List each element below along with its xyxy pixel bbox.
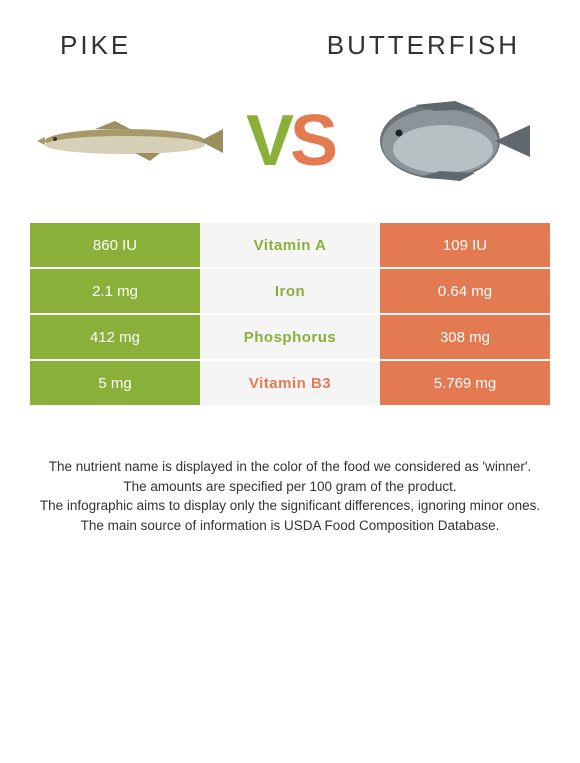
- right-value: 0.64 mg: [380, 268, 550, 314]
- note-line: The amounts are specified per 100 gram o…: [20, 477, 560, 497]
- vs-v: V: [246, 101, 290, 181]
- left-value: 860 IU: [30, 222, 200, 268]
- nutrient-label: Vitamin B3: [200, 360, 380, 406]
- right-value: 5.769 mg: [380, 360, 550, 406]
- table-row: 412 mgPhosphorus308 mg: [30, 314, 550, 360]
- vs-label: VS: [246, 100, 334, 182]
- vs-s: S: [290, 101, 334, 181]
- nutrient-label: Phosphorus: [200, 314, 380, 360]
- pike-image: [30, 91, 230, 191]
- nutrient-label: Vitamin A: [200, 222, 380, 268]
- table-row: 2.1 mgIron0.64 mg: [30, 268, 550, 314]
- right-value: 109 IU: [380, 222, 550, 268]
- table-row: 860 IUVitamin A109 IU: [30, 222, 550, 268]
- note-line: The nutrient name is displayed in the co…: [20, 457, 560, 477]
- nutrient-label: Iron: [200, 268, 380, 314]
- footer-notes: The nutrient name is displayed in the co…: [0, 407, 580, 535]
- right-food-title: BUTTERFISH: [327, 30, 520, 61]
- left-food-title: PIKE: [60, 30, 131, 61]
- left-value: 5 mg: [30, 360, 200, 406]
- note-line: The main source of information is USDA F…: [20, 516, 560, 536]
- left-value: 2.1 mg: [30, 268, 200, 314]
- left-value: 412 mg: [30, 314, 200, 360]
- note-line: The infographic aims to display only the…: [20, 496, 560, 516]
- right-value: 308 mg: [380, 314, 550, 360]
- nutrient-table: 860 IUVitamin A109 IU2.1 mgIron0.64 mg41…: [30, 221, 550, 407]
- butterfish-image: [350, 91, 550, 191]
- table-row: 5 mgVitamin B35.769 mg: [30, 360, 550, 406]
